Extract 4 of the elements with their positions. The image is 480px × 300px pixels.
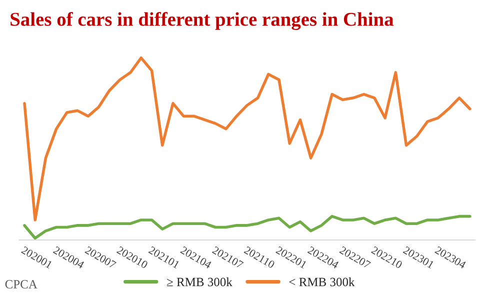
legend-label: < RMB 300k <box>289 277 355 286</box>
chart-title: Sales of cars in different price ranges in China <box>10 12 394 30</box>
text: CPCA <box>5 280 38 288</box>
legend-label: ≥ RMB 300k <box>167 277 232 286</box>
